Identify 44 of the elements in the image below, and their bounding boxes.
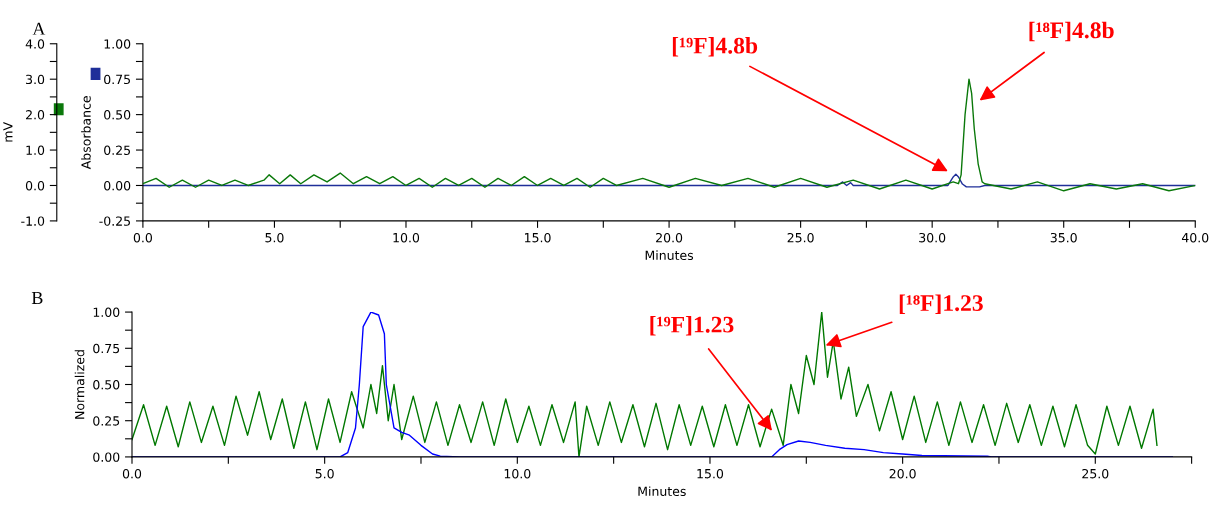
y2-tick-label: 4.0 [25, 39, 45, 49]
y2-axis-title: mV [3, 122, 13, 142]
y-tick-label: 0.75 [93, 343, 120, 354]
y-tick-label: 0.00 [93, 452, 120, 462]
line-series [142, 78, 1196, 192]
x-tick-label: 15.0 [524, 232, 551, 243]
y2-tick-label: 0.0 [25, 180, 45, 191]
annotation: [¹⁸F]1.23 [899, 294, 983, 314]
y2-tick-label: 2.0 [26, 110, 45, 120]
x-tick-label: 25.0 [787, 232, 814, 243]
y-tick-label: -0.25 [99, 216, 130, 226]
y-tick-label: 0.50 [93, 379, 120, 390]
y-tick-label: 1.00 [93, 307, 120, 318]
y-tick-label: 0.50 [104, 110, 131, 120]
x-tick-label: 0.0 [133, 232, 153, 243]
x-tick-label: 0.0 [122, 468, 142, 479]
x-tick-label: 25.0 [1082, 468, 1109, 479]
x-tick-label: 5.0 [315, 468, 334, 479]
chart-title: A [32, 22, 46, 35]
x-tick-label: 40.0 [1181, 232, 1209, 243]
y-tick-label: 0.00 [104, 180, 131, 191]
chart-title: B [31, 292, 43, 304]
text: [¹⁸F]4.8b [1029, 21, 1114, 42]
x-tick-label: 15.0 [697, 468, 724, 479]
x-axis-title: Minutes [638, 486, 686, 497]
y2-tick-label: 3.0 [26, 74, 45, 85]
y-tick-label: 1.00 [104, 39, 131, 49]
x-axis-title: Minutes [645, 250, 694, 261]
y-tick-label: 0.25 [104, 145, 130, 155]
y-tick-label: 0.25 [93, 416, 120, 426]
y2-tick-label: 1.0 [26, 145, 45, 155]
x-tick-label: 10.0 [504, 468, 531, 479]
x-tick-label: 20.0 [656, 232, 683, 243]
y2-tick-label: -1.0 [21, 216, 45, 226]
x-tick-label: 35.0 [1050, 232, 1077, 243]
annotation: [¹⁹F]1.23 [650, 315, 734, 336]
annotation: [¹⁹F]4.8b [672, 36, 758, 57]
x-tick-label: 20.0 [889, 468, 916, 479]
x-tick-label: 30.0 [919, 232, 946, 243]
y-tick-label: 0.75 [104, 74, 130, 85]
y-axis-title: Normalized [74, 350, 85, 419]
x-tick-label: 5.0 [265, 232, 284, 243]
y-axis-title: Absorbance [81, 96, 91, 170]
x-tick-label: 10.0 [393, 232, 420, 243]
